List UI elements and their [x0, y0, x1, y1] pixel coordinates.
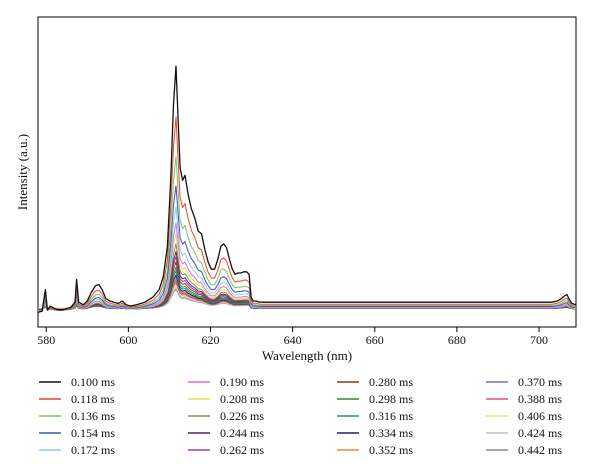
legend-label: 0.370 ms: [518, 375, 562, 389]
legend: 0.100 ms 0.118 ms 0.136 ms 0.154 ms 0.172 ms…: [39, 375, 562, 457]
series-line-0100: [37, 65, 577, 314]
legend-label: 0.334 ms: [369, 426, 413, 440]
legend-label: 0.244 ms: [220, 426, 264, 440]
legend-label: 0.154 ms: [71, 426, 115, 440]
legend-label: 0.280 ms: [369, 375, 413, 389]
legend-label: 0.136 ms: [71, 409, 115, 423]
legend-item: 0.244 ms: [188, 426, 264, 440]
legend-item: 0.262 ms: [188, 443, 264, 457]
x-axis-title: Wavelength (nm): [262, 348, 352, 363]
legend-label: 0.424 ms: [518, 426, 562, 440]
legend-label: 0.352 ms: [369, 443, 413, 457]
x-tick-label: 620: [201, 333, 219, 347]
legend-item: 0.118 ms: [39, 392, 115, 406]
legend-item: 0.154 ms: [39, 426, 115, 440]
legend-label: 0.442 ms: [518, 443, 562, 457]
y-axis-title: Intensity (a.u.): [15, 134, 30, 210]
x-tick-label: 680: [448, 333, 466, 347]
plot-frame: [37, 16, 577, 328]
series-line-0136: [37, 156, 577, 313]
legend-label: 0.406 ms: [518, 409, 562, 423]
legend-item: 0.298 ms: [337, 392, 413, 406]
series-line-0154: [37, 185, 577, 313]
legend-item: 0.280 ms: [337, 375, 413, 389]
x-tick-label: 660: [366, 333, 384, 347]
legend-item: 0.352 ms: [337, 443, 413, 457]
legend-label: 0.100 ms: [71, 375, 115, 389]
legend-item: 0.370 ms: [486, 375, 562, 389]
series-line-0118: [37, 116, 577, 313]
x-axis-ticks: 580 600 620 640 660 680 700: [37, 327, 548, 347]
x-tick-label: 640: [284, 333, 302, 347]
legend-item: 0.226 ms: [188, 409, 264, 423]
legend-label: 0.262 ms: [220, 443, 264, 457]
legend-label: 0.226 ms: [220, 409, 264, 423]
legend-label: 0.298 ms: [369, 392, 413, 406]
legend-item: 0.136 ms: [39, 409, 115, 423]
legend-item: 0.208 ms: [188, 392, 264, 406]
legend-item: 0.406 ms: [486, 409, 562, 423]
x-tick-label: 600: [119, 333, 137, 347]
legend-item: 0.442 ms: [486, 443, 562, 457]
legend-label: 0.118 ms: [71, 392, 115, 406]
series-line-0190: [37, 222, 577, 312]
legend-item: 0.424 ms: [486, 426, 562, 440]
legend-item: 0.316 ms: [337, 409, 413, 423]
legend-label: 0.172 ms: [71, 443, 115, 457]
legend-item: 0.334 ms: [337, 426, 413, 440]
x-tick-label: 700: [530, 333, 548, 347]
legend-item: 0.172 ms: [39, 443, 115, 457]
legend-label: 0.208 ms: [220, 392, 264, 406]
series-line-0172: [37, 206, 577, 312]
legend-item: 0.100 ms: [39, 375, 115, 389]
legend-label: 0.316 ms: [369, 409, 413, 423]
series-line-0226: [37, 243, 577, 312]
legend-label: 0.190 ms: [220, 375, 264, 389]
legend-label: 0.388 ms: [518, 392, 562, 406]
series-line-0208: [37, 232, 577, 312]
x-tick-label: 580: [37, 333, 55, 347]
legend-item: 0.388 ms: [486, 392, 562, 406]
series-layer: [37, 65, 577, 314]
legend-item: 0.190 ms: [188, 375, 264, 389]
